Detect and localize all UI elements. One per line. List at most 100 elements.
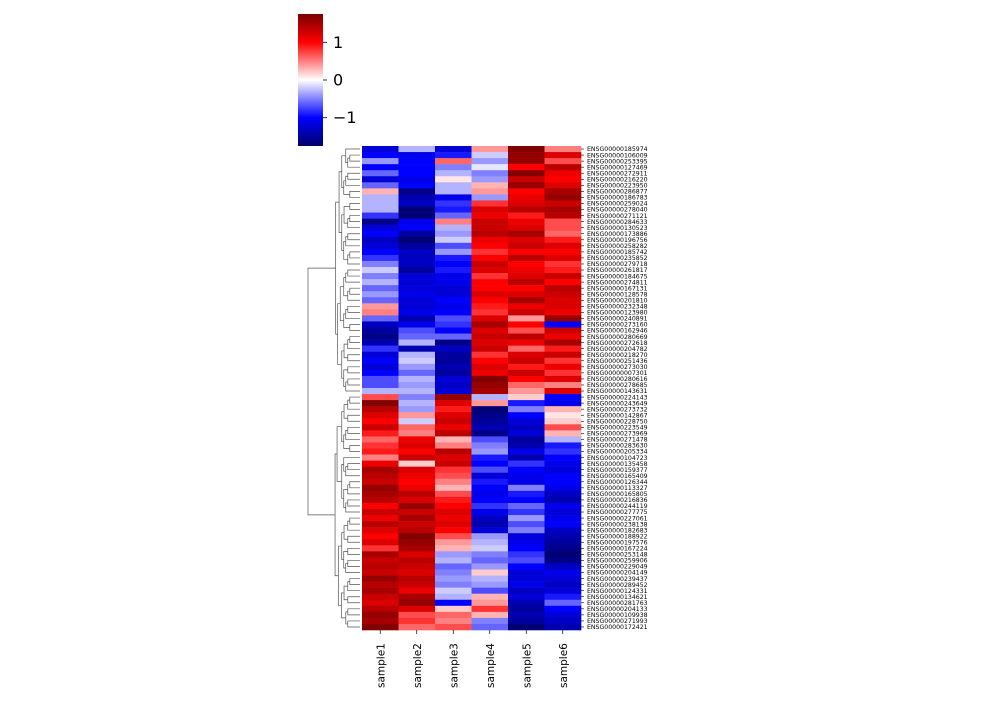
heatmap-cell bbox=[544, 321, 582, 328]
dendrogram-link bbox=[349, 154, 360, 162]
heatmap-cell bbox=[398, 321, 436, 328]
heatmap-cell bbox=[508, 315, 545, 322]
heatmap-cell bbox=[544, 496, 582, 504]
heatmap-cell bbox=[544, 285, 582, 292]
row-label: ENSG00000182683 bbox=[587, 527, 648, 534]
heatmap-cell bbox=[471, 400, 509, 407]
dendrogram-link bbox=[349, 215, 360, 222]
dendrogram-link bbox=[349, 324, 360, 331]
heatmap-cell bbox=[471, 521, 509, 528]
heatmap-cell bbox=[362, 484, 399, 492]
heatmap-cell bbox=[508, 472, 545, 480]
row-label: ENSG00000271121 bbox=[587, 213, 648, 220]
heatmap-cell bbox=[435, 563, 472, 570]
heatmap-cell bbox=[508, 224, 545, 231]
heatmap-cell bbox=[544, 248, 582, 256]
row-label: ENSG00000172421 bbox=[587, 624, 648, 631]
row-label: ENSG00000165805 bbox=[587, 491, 648, 498]
row-label: ENSG00000185742 bbox=[587, 249, 648, 256]
heatmap-cell bbox=[508, 248, 545, 256]
heatmap-cell bbox=[398, 182, 436, 189]
heatmap-cell bbox=[435, 345, 472, 352]
heatmap-cell bbox=[362, 218, 399, 225]
heatmap-cell bbox=[435, 466, 472, 473]
heatmap-cell bbox=[508, 388, 545, 395]
column-label: sample2 bbox=[412, 643, 424, 688]
heatmap-cell bbox=[398, 381, 436, 389]
heatmap-cell bbox=[508, 551, 545, 558]
heatmap-cell bbox=[362, 146, 399, 153]
heatmap-cell bbox=[398, 194, 436, 201]
heatmap-cell bbox=[471, 484, 509, 492]
heatmap-cell bbox=[398, 563, 436, 570]
heatmap-cell bbox=[544, 224, 582, 231]
heatmap-cell bbox=[362, 248, 399, 256]
heatmap-cell bbox=[435, 254, 472, 262]
heatmap-cell bbox=[435, 182, 472, 189]
row-label: ENSG00000274811 bbox=[587, 279, 648, 286]
heatmap-cell bbox=[508, 375, 545, 383]
heatmap-cell bbox=[508, 557, 545, 564]
heatmap-cell bbox=[398, 309, 436, 316]
heatmap-cell bbox=[435, 460, 472, 467]
heatmap-cell bbox=[471, 557, 509, 564]
heatmap-cell bbox=[362, 442, 399, 449]
row-label: ENSG00000273969 bbox=[587, 431, 648, 438]
heatmap-cell bbox=[398, 502, 436, 510]
heatmap-cell bbox=[544, 472, 582, 480]
heatmap-cell bbox=[435, 490, 472, 498]
heatmap-cell bbox=[508, 436, 545, 443]
heatmap-cell bbox=[508, 230, 545, 238]
heatmap-cell bbox=[362, 369, 399, 377]
row-labels: ENSG00000185974ENSG00000106009ENSG000002… bbox=[581, 146, 648, 631]
heatmap-cell bbox=[508, 303, 545, 310]
heatmap-cell bbox=[544, 381, 582, 389]
heatmap-cell bbox=[471, 394, 509, 401]
heatmap-cell bbox=[398, 357, 436, 365]
heatmap-cell bbox=[471, 587, 509, 594]
dendrogram-link bbox=[347, 233, 360, 241]
heatmap-cell bbox=[362, 345, 399, 352]
heatmap-cells bbox=[362, 146, 582, 631]
heatmap-cell bbox=[471, 194, 509, 201]
row-label: ENSG00000167224 bbox=[587, 546, 648, 553]
heatmap-cell bbox=[508, 176, 545, 183]
heatmap-cell bbox=[508, 478, 545, 486]
heatmap-cell bbox=[398, 490, 436, 498]
heatmap-cell bbox=[508, 563, 545, 570]
heatmap-cell bbox=[544, 545, 582, 552]
heatmap-cell bbox=[508, 339, 545, 346]
heatmap-cell bbox=[435, 309, 472, 316]
heatmap-cell bbox=[544, 593, 582, 601]
heatmap-cell bbox=[362, 236, 399, 244]
heatmap-cell bbox=[544, 394, 582, 401]
heatmap-cell bbox=[544, 515, 582, 522]
dendrogram-link bbox=[343, 313, 350, 328]
heatmap-cell bbox=[544, 242, 582, 250]
heatmap-cell bbox=[362, 430, 399, 437]
heatmap-cell bbox=[471, 327, 509, 334]
heatmap-cell bbox=[362, 224, 399, 231]
heatmap-cell bbox=[362, 170, 399, 177]
heatmap-cell bbox=[435, 502, 472, 510]
heatmap-cell bbox=[544, 146, 582, 153]
row-label: ENSG00000197576 bbox=[587, 539, 648, 546]
heatmap-cell bbox=[508, 327, 545, 334]
heatmap-cell bbox=[471, 533, 509, 540]
heatmap-cell bbox=[362, 254, 399, 262]
heatmap-cell bbox=[435, 285, 472, 292]
heatmap-cell bbox=[435, 454, 472, 461]
row-label: ENSG00000216836 bbox=[587, 497, 648, 504]
dendrogram-link bbox=[349, 251, 360, 259]
heatmap-cell bbox=[398, 369, 436, 377]
row-label: ENSG00000251436 bbox=[587, 358, 648, 365]
heatmap-cell bbox=[471, 339, 509, 346]
heatmap-cell bbox=[398, 424, 436, 431]
row-label: ENSG00000272911 bbox=[587, 170, 648, 177]
row-label: ENSG00000284633 bbox=[587, 219, 648, 226]
heatmap-cell bbox=[398, 279, 436, 286]
heatmap-cell bbox=[362, 454, 399, 461]
heatmap-cell bbox=[544, 539, 582, 546]
